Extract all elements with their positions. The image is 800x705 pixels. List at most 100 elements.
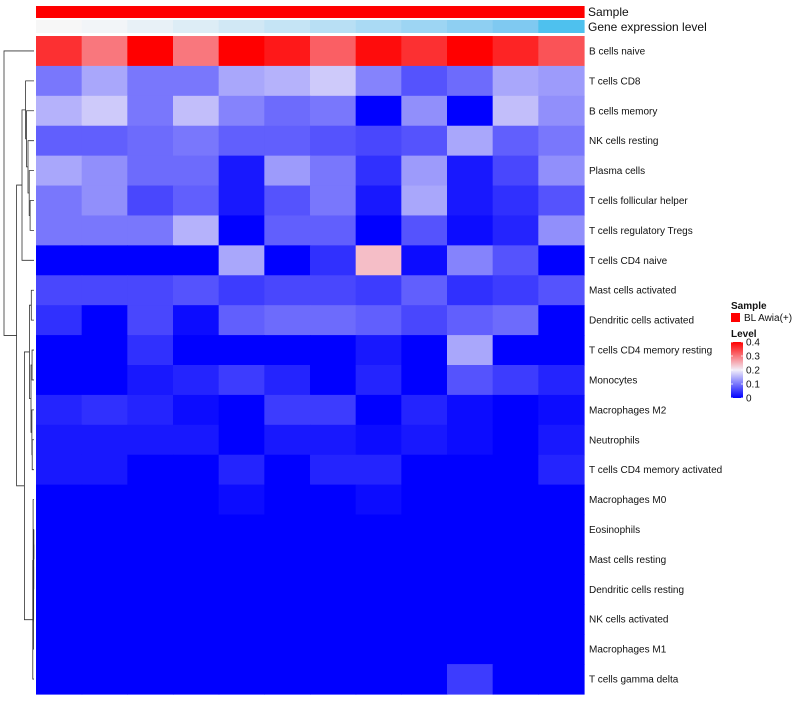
heatmap-cell [310,515,356,546]
row-label: Monocytes [589,375,637,386]
heatmap-cell [538,245,584,276]
heatmap-cell [356,186,402,217]
heatmap-cell [82,186,128,217]
heatmap-cell [127,634,173,665]
heatmap-cell [219,604,265,635]
heatmap-cell [173,395,219,426]
level-tick-label: 0.3 [746,352,760,363]
heatmap-cell [493,96,539,127]
row-label: T cells CD8 [589,76,641,87]
annotation-cell-gene-expression-level-3 [127,20,173,33]
heatmap-cell [219,275,265,306]
heatmap-cell [264,305,310,336]
heatmap-cell [264,186,310,217]
heatmap-cell [264,365,310,396]
heatmap-cell [310,335,356,366]
heatmap-cell [36,215,82,246]
heatmap-cell [493,335,539,366]
heatmap-cell [538,215,584,246]
heatmap-cell [82,305,128,336]
heatmap-cell [219,126,265,157]
heatmap-cell [310,634,356,665]
heatmap-cell [356,126,402,157]
annotation-cell-gene-expression-level-2 [82,20,128,33]
heatmap-cell [447,634,493,665]
heatmap-cell [36,425,82,456]
heatmap-cell [310,245,356,276]
heatmap-cell [36,245,82,276]
heatmap-cell [219,96,265,127]
annotation-cell-sample-9 [401,6,447,18]
heatmap-cell [82,335,128,366]
heatmap-cell [356,66,402,97]
heatmap-cell [82,96,128,127]
row-label: T cells CD4 memory resting [589,346,712,357]
heatmap-cell [173,544,219,575]
heatmap-cell [310,126,356,157]
annotation-cell-gene-expression-level-5 [219,20,265,33]
heatmap-cell [401,215,447,246]
heatmap-cell [173,664,219,695]
heatmap-cell [264,574,310,605]
heatmap-cell [173,96,219,127]
heatmap-cell [447,425,493,456]
heatmap-cell [538,455,584,486]
heatmap-cell [356,215,402,246]
heatmap-cell [310,275,356,306]
heatmap-cell [401,186,447,217]
heatmap-cell [264,455,310,486]
heatmap-cell [219,245,265,276]
heatmap-cell [447,275,493,306]
heatmap-cell [219,365,265,396]
heatmap-cell [493,66,539,97]
heatmap-cell [127,335,173,366]
heatmap-cell [356,515,402,546]
annotation-cell-gene-expression-level-12 [538,20,584,33]
sample-legend-item-label: BL Awia(+) [744,313,792,324]
heatmap-cell [82,156,128,187]
heatmap-cell [401,305,447,336]
heatmap-cell [82,664,128,695]
annotation-cell-gene-expression-level-10 [447,20,493,33]
heatmap-cell [264,664,310,695]
heatmap-cell [173,186,219,217]
heatmap-cell [127,215,173,246]
row-label: T cells CD4 naive [589,256,668,267]
heatmap-cell [538,395,584,426]
row-label: Eosinophils [589,525,640,536]
heatmap-cell [219,574,265,605]
annotation-cell-gene-expression-level-7 [310,20,356,33]
heatmap-cell [310,485,356,516]
heatmap-cell [310,36,356,67]
heatmap-cell [310,664,356,695]
heatmap-cell [447,604,493,635]
heatmap-cell [493,604,539,635]
heatmap-cell [356,305,402,336]
heatmap-cell [36,515,82,546]
heatmap-cell [447,664,493,695]
heatmap-cell [173,275,219,306]
row-label: Macrophages M0 [589,495,667,506]
heatmap-cell [36,156,82,187]
heatmap-cell [356,544,402,575]
heatmap-cell [356,664,402,695]
heatmap-cell [36,305,82,336]
heatmap-cell [36,275,82,306]
heatmap-cell [493,544,539,575]
heatmap-cell [310,604,356,635]
heatmap-cell [310,425,356,456]
heatmap-cell [82,245,128,276]
row-label: NK cells activated [589,615,668,626]
heatmap-cell [447,126,493,157]
annotation-cell-gene-expression-level-1 [36,20,82,33]
heatmap-cell [538,305,584,336]
annotation-cell-sample-10 [447,6,493,18]
heatmap-cell [82,66,128,97]
heatmap-cell [401,156,447,187]
sample-legend-title: Sample [731,301,767,312]
heatmap-cell [219,156,265,187]
heatmap-cell [173,485,219,516]
heatmap-cell [219,215,265,246]
heatmap-cell [493,275,539,306]
